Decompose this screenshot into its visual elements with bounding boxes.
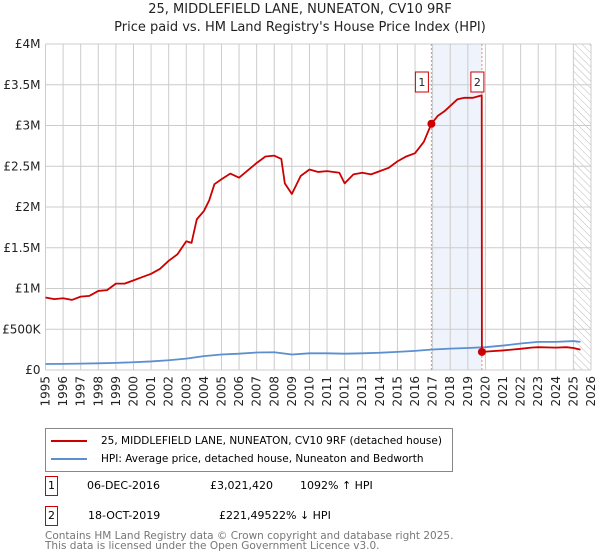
property-price-line <box>45 94 581 353</box>
x-tick-label: 2003 <box>179 376 193 407</box>
x-tick-label: 2022 <box>514 376 528 407</box>
x-tick-label: 2011 <box>320 376 334 407</box>
x-tick-label: 2001 <box>144 376 158 407</box>
sale-point <box>427 119 436 128</box>
x-tick-label: 2007 <box>250 376 264 407</box>
x-tick-label: 2015 <box>390 376 404 407</box>
x-tick-label: 2008 <box>267 376 281 407</box>
x-tick-label: 1999 <box>109 376 123 407</box>
footer: Contains HM Land Registry data © Crown c… <box>45 530 454 552</box>
legend-item-hpi: HPI: Average price, detached house, Nune… <box>46 450 423 468</box>
y-tick-label: £1.5M <box>3 241 40 255</box>
legend: 25, MIDDLEFIELD LANE, NUNEATON, CV10 9RF… <box>45 428 453 472</box>
x-tick-label: 2002 <box>162 376 176 407</box>
x-tick-label: 2013 <box>355 376 369 407</box>
legend-swatch-red <box>51 440 87 442</box>
sale-badge-label: 2 <box>474 76 481 89</box>
y-tick-label: £1M <box>15 282 41 296</box>
x-tick-label: 2020 <box>478 376 492 407</box>
transaction-date: 06-DEC-2016 <box>87 479 161 492</box>
x-tick-label: 2009 <box>285 376 299 407</box>
legend-swatch-blue <box>51 458 87 460</box>
x-tick-label: 2023 <box>531 376 545 407</box>
x-tick-label: 2018 <box>443 376 457 407</box>
transaction-hpi: 1092% ↑ HPI <box>300 479 373 492</box>
transaction-price: £3,021,420 <box>210 479 273 492</box>
transaction-badge: 2 <box>45 506 58 526</box>
x-tick-label: 2012 <box>338 376 352 407</box>
sale-badge-label: 1 <box>418 76 425 89</box>
x-tick-label: 1998 <box>91 376 105 407</box>
transaction-badge: 1 <box>45 476 58 496</box>
footer-copyright: Contains HM Land Registry data © Crown c… <box>45 530 454 542</box>
x-tick-label: 1997 <box>74 376 88 407</box>
y-tick-label: £0 <box>25 363 40 377</box>
x-tick-label: 1996 <box>56 376 70 407</box>
y-tick-label: £2M <box>15 200 41 214</box>
legend-label: HPI: Average price, detached house, Nune… <box>101 453 424 465</box>
transaction-date: 18-OCT-2019 <box>88 509 161 522</box>
y-tick-label: £3.5M <box>3 78 40 92</box>
x-tick-label: 2000 <box>126 376 140 407</box>
sale-badge-box <box>414 71 429 93</box>
hpi-line <box>45 340 581 365</box>
x-tick-label: 2021 <box>496 376 510 407</box>
y-tick-label: £2.5M <box>3 159 40 173</box>
x-tick-label: 2006 <box>232 376 246 407</box>
x-tick-label: 1995 <box>39 376 53 407</box>
x-tick-label: 2019 <box>461 376 475 407</box>
x-tick-label: 2016 <box>408 376 422 407</box>
x-tick-label: 2025 <box>566 376 580 407</box>
transaction-price: £221,495 <box>219 509 272 522</box>
sale-badge-box <box>470 71 485 93</box>
y-tick-label: £4M <box>15 37 41 51</box>
x-tick-label: 2004 <box>197 376 211 407</box>
x-tick-label: 2010 <box>302 376 316 407</box>
x-tick-label: 2024 <box>549 376 563 407</box>
chart-subtitle: Price paid vs. HM Land Registry's House … <box>114 20 486 35</box>
y-tick-label: £3M <box>15 119 41 133</box>
x-tick-label: 2017 <box>426 376 440 407</box>
legend-item-property: 25, MIDDLEFIELD LANE, NUNEATON, CV10 9RF… <box>46 432 442 450</box>
x-tick-label: 2005 <box>214 376 228 407</box>
x-tick-label: 2026 <box>584 376 598 407</box>
transaction-hpi: 22% ↓ HPI <box>272 509 331 522</box>
footer-licence: This data is licensed under the Open Gov… <box>45 540 380 552</box>
sale-point <box>477 347 486 356</box>
y-tick-label: £500K <box>2 322 42 336</box>
legend-label: 25, MIDDLEFIELD LANE, NUNEATON, CV10 9RF… <box>101 435 442 447</box>
x-tick-label: 2014 <box>373 376 387 407</box>
chart-title: 25, MIDDLEFIELD LANE, NUNEATON, CV10 9RF <box>148 2 452 17</box>
